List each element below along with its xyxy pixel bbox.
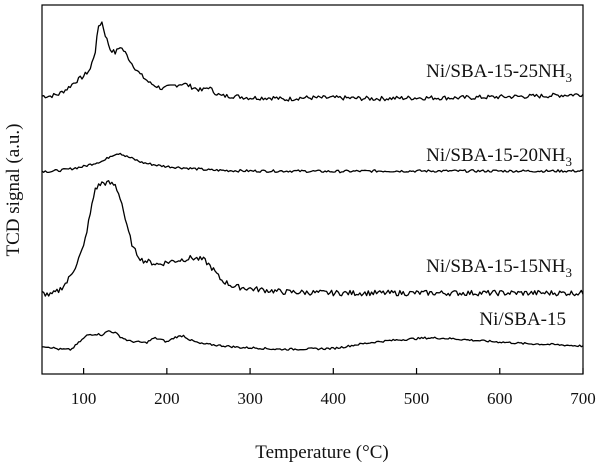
series-line-2 [41, 180, 584, 297]
x-tick-label: 400 [321, 389, 347, 408]
x-tick-label: 300 [237, 389, 263, 408]
series-labels: Ni/SBA-15-25NH3 Ni/SBA-15-20NH3 Ni/SBA-15-… [426, 61, 572, 330]
x-tick-label: 700 [570, 389, 596, 408]
series-label-0: Ni/SBA-15-25NH3 [426, 61, 572, 85]
x-tick-label: 500 [404, 389, 430, 408]
series-lines [41, 21, 584, 351]
series-line-1 [41, 152, 584, 174]
x-axis-ticks [83, 368, 584, 374]
series-line-0 [41, 21, 584, 102]
series-label-3: Ni/SBA-15 [479, 309, 566, 330]
x-tick-label: 200 [154, 389, 180, 408]
x-axis-tick-labels: 100 200 300 400 500 600 700 [71, 389, 596, 408]
series-label-1: Ni/SBA-15-20NH3 [426, 145, 572, 169]
plot-frame [41, 4, 584, 375]
x-tick-label: 600 [487, 389, 513, 408]
series-label-2: Ni/SBA-15-15NH3 [426, 256, 572, 280]
y-axis-title: TCD signal (a.u.) [3, 124, 24, 257]
x-tick-label: 100 [71, 389, 97, 408]
x-axis-title: Temperature (°C) [255, 442, 388, 463]
series-line-3 [41, 330, 584, 351]
